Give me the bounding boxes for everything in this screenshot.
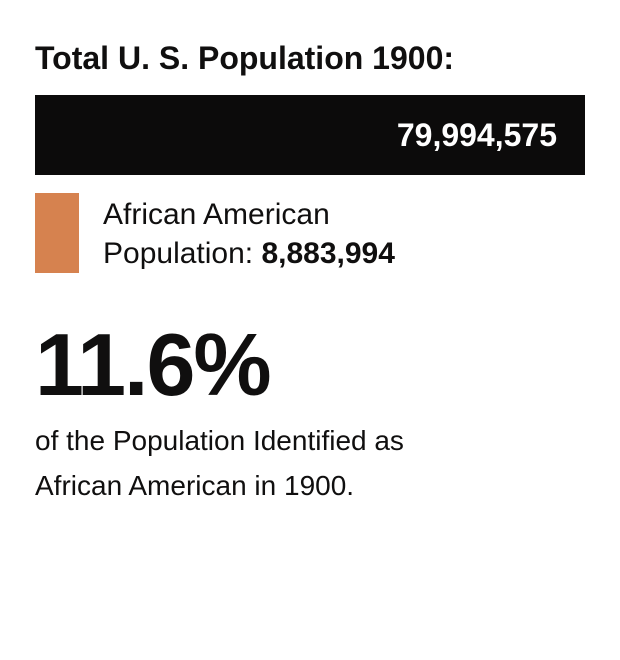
total-population-value: 79,994,575 — [397, 117, 557, 154]
subgroup-value: 8,883,994 — [261, 237, 394, 270]
percentage-caption: of the Population Identified as African … — [35, 419, 585, 509]
subgroup-label-line1: African American — [103, 198, 330, 231]
caption-line1: of the Population Identified as — [35, 425, 404, 456]
total-population-bar: 79,994,575 — [35, 95, 585, 175]
percentage-value: 11.6% — [35, 321, 585, 409]
subgroup-swatch — [35, 193, 79, 273]
infographic-title: Total U. S. Population 1900: — [35, 40, 585, 77]
caption-line2: African American in 1900. — [35, 470, 354, 501]
subgroup-row: African American Population: 8,883,994 — [35, 193, 585, 273]
subgroup-label-line2-prefix: Population: — [103, 237, 261, 270]
subgroup-label: African American Population: 8,883,994 — [103, 193, 395, 273]
